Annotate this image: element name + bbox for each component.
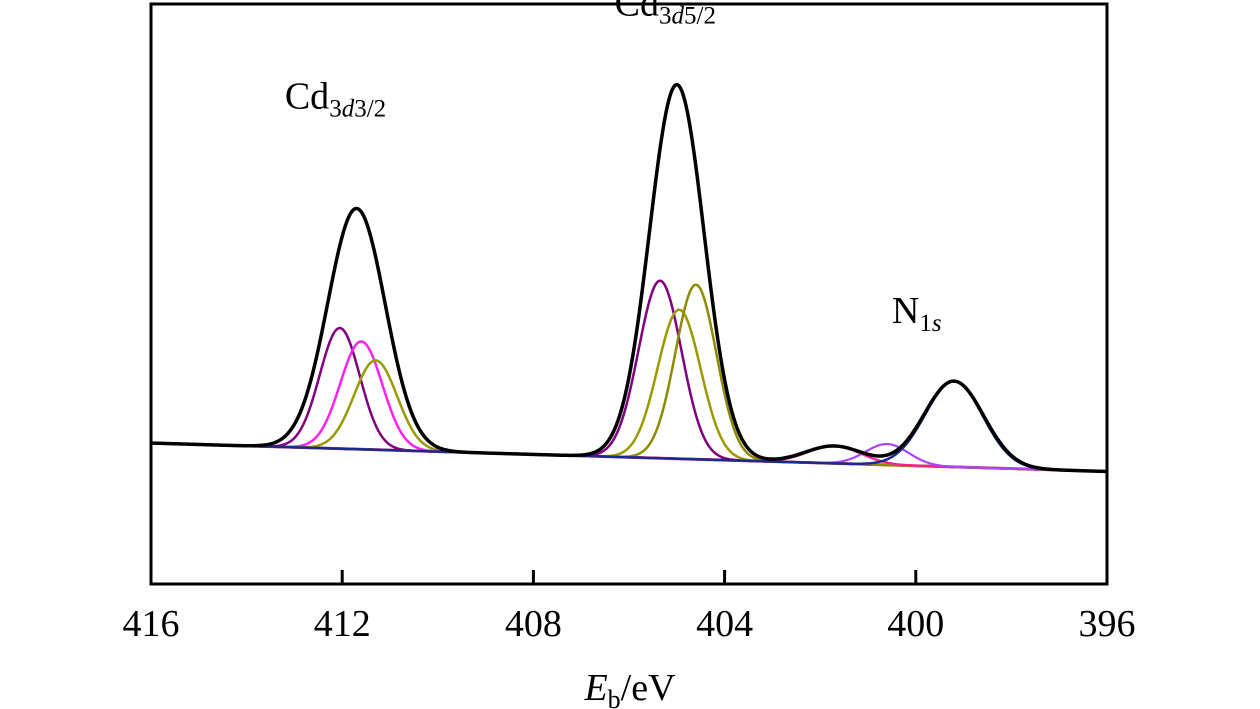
x-tick-label-404: 404 <box>696 603 753 645</box>
x-tick-label-400: 400 <box>887 603 944 645</box>
peak-label-1: Cd3d3/2 <box>285 75 386 122</box>
peak-label-3: N1s <box>892 290 942 337</box>
x-axis-title-sub: b <box>608 685 621 709</box>
x-tick-label-412: 412 <box>314 603 371 645</box>
series-cd3d3-2-component-b <box>150 340 1108 473</box>
peak-label-main: Cd <box>285 75 329 117</box>
x-axis-ticks: 416 412 408 404 400 396 <box>123 570 1136 645</box>
x-tick-label-396: 396 <box>1079 603 1136 645</box>
peak-label-sub: 1 <box>919 310 932 337</box>
x-axis-title-main: E <box>583 667 607 709</box>
x-tick-label-416: 416 <box>123 603 180 645</box>
peak-label-sub-italic: d <box>672 3 685 30</box>
x-axis-title: Eb/eV <box>583 667 676 709</box>
spectrum-curves <box>150 82 1108 474</box>
peak-label-sub: 3 <box>329 95 342 122</box>
peak-label-sub-italic: s <box>932 310 942 337</box>
peak-label-main: N <box>892 290 919 332</box>
peak-label-sub-rest: 3/2 <box>354 95 386 122</box>
plot-frame <box>149 2 1109 586</box>
peak-label-sub: 3 <box>659 3 672 30</box>
x-tick-label-408: 408 <box>505 603 562 645</box>
peak-label-sub-rest: 5/2 <box>684 3 716 30</box>
series-envelope <box>150 82 1108 474</box>
x-axis-title-rest: /eV <box>621 667 676 709</box>
peak-label-sub-italic: d <box>342 95 355 122</box>
